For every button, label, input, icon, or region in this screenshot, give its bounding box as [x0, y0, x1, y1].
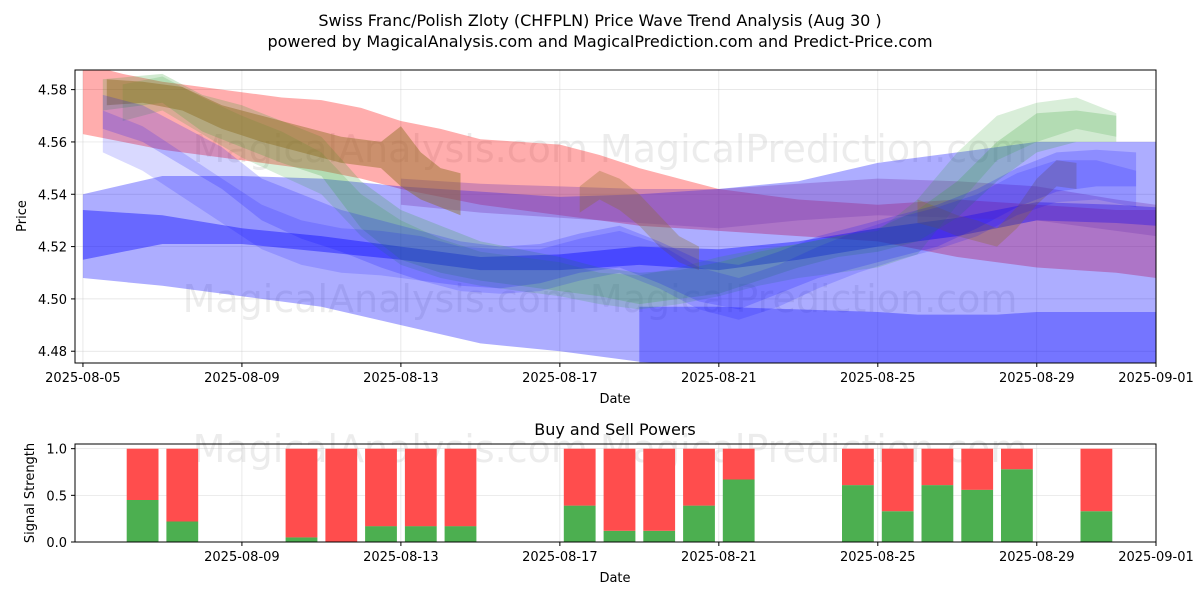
price-x-tick-label: 2025-08-05: [45, 371, 121, 386]
price-y-tick-label: 4.58: [38, 84, 67, 99]
sell-bar: [881, 448, 914, 512]
price-bands: [82, 70, 1156, 363]
signal-x-tick-label: 2025-08-25: [840, 550, 916, 565]
buy-bar: [404, 526, 437, 542]
buy-bar: [365, 526, 397, 542]
signal-y-label: Signal Strength: [23, 443, 38, 543]
buy-bar: [563, 505, 596, 542]
buy-bar: [722, 479, 755, 542]
price-y-tick-label: 4.54: [38, 188, 67, 203]
signal-chart: Buy and Sell Powers MagicalAnalysis.com …: [23, 420, 1194, 586]
watermark-top: MagicalAnalysis.com MagicalPrediction.co…: [193, 127, 1028, 171]
price-watermarks: MagicalAnalysis.com MagicalPrediction.co…: [183, 127, 1028, 321]
price-x-tick-label: 2025-08-25: [840, 371, 916, 386]
buy-bar: [842, 485, 874, 542]
buy-bar: [921, 485, 954, 542]
red-band: [82, 70, 1156, 278]
sell-bar: [285, 448, 318, 538]
signal-x-tick-label: 2025-08-13: [363, 550, 439, 565]
sell-bar: [1001, 448, 1033, 470]
price-x-ticks: 2025-08-05 2025-08-09 2025-08-13 2025-08-17…: [45, 363, 1194, 386]
blue-wave-2: [102, 110, 1137, 320]
signal-x-tick-label: 2025-08-29: [999, 550, 1075, 565]
buy-bar: [683, 505, 715, 542]
signal-y-tick-label: 0.0: [46, 536, 67, 551]
signal-y-tick-label: 0.5: [46, 489, 67, 504]
brown-wave-3: [917, 160, 1077, 247]
price-x-tick-label: 2025-08-29: [999, 371, 1075, 386]
purple-band: [400, 178, 1156, 237]
sell-bar: [1080, 448, 1113, 512]
buy-bar: [643, 530, 676, 542]
price-x-label: Date: [599, 392, 630, 407]
sell-bar: [722, 448, 755, 480]
price-y-tick-label: 4.50: [38, 293, 67, 308]
buy-bar: [444, 526, 477, 542]
price-chart: MagicalAnalysis.com MagicalPrediction.co…: [15, 69, 1194, 407]
signal-x-tick-label: 2025-08-21: [681, 550, 757, 565]
buy-bar: [285, 537, 318, 542]
sell-bar: [842, 448, 874, 486]
signal-y-tick-label: 1.0: [46, 443, 67, 458]
price-x-tick-label: 2025-08-13: [363, 371, 439, 386]
price-x-tick-label: 2025-08-09: [204, 371, 280, 386]
price-y-tick-label: 4.48: [38, 345, 67, 360]
price-y-label: Price: [15, 200, 30, 232]
brown-wave-2: [579, 170, 699, 271]
price-plot-frame: [74, 69, 1157, 364]
sell-bar: [365, 448, 397, 527]
signal-x-tick-label: 2025-08-09: [204, 550, 280, 565]
sell-bar: [126, 448, 159, 500]
price-x-tick-label: 2025-08-17: [522, 371, 598, 386]
signal-y-ticks: 0.0 0.5 1.0: [46, 443, 75, 551]
buy-bar: [881, 511, 914, 542]
price-x-tick-label: 2025-08-21: [681, 371, 757, 386]
chart-subtitle: powered by MagicalAnalysis.com and Magic…: [267, 32, 932, 51]
green-wave-1: [102, 73, 1117, 305]
price-plot-area: [75, 70, 1156, 363]
price-y-tick-label: 4.52: [38, 241, 67, 256]
price-y-tick-label: 4.56: [38, 136, 67, 151]
green-wave-2: [122, 76, 1117, 310]
buy-bar: [166, 521, 199, 542]
chart-title: Swiss Franc/Polish Zloty (CHFPLN) Price …: [318, 11, 881, 30]
sell-bar: [961, 448, 994, 490]
sell-bar: [444, 448, 477, 527]
blue-mid-band: [82, 202, 1156, 271]
signal-x-label: Date: [599, 571, 630, 586]
signal-x-tick-label: 2025-09-01: [1118, 550, 1194, 565]
sell-bar: [404, 448, 437, 527]
blue-bottom-band: [639, 306, 1156, 363]
sell-bar: [325, 448, 358, 542]
sell-bar: [683, 448, 715, 506]
blue-wide-band: [82, 141, 1156, 363]
buy-bar: [1001, 469, 1033, 542]
buy-bar: [126, 500, 159, 542]
blue-wave-1: [102, 94, 1137, 310]
buy-bar: [961, 489, 994, 542]
sell-bar: [921, 448, 954, 486]
buy-bar: [1080, 511, 1113, 542]
sell-bar: [603, 448, 636, 531]
signal-bars: [126, 448, 1113, 542]
sell-bar: [563, 448, 596, 506]
price-x-tick-label: 2025-09-01: [1118, 371, 1194, 386]
watermark-bottom: MagicalAnalysis.com MagicalPrediction.co…: [183, 277, 1018, 321]
brown-wave: [106, 79, 461, 216]
sell-bar: [643, 448, 676, 531]
signal-title: Buy and Sell Powers: [534, 420, 696, 439]
signal-plot-frame: [74, 443, 1157, 543]
signal-x-tick-label: 2025-08-17: [522, 550, 598, 565]
sell-bar: [166, 448, 199, 522]
price-y-ticks: 4.48 4.50 4.52 4.54 4.56 4.58: [38, 84, 75, 360]
signal-x-ticks: 2025-08-09 2025-08-13 2025-08-17 2025-08-21…: [204, 542, 1194, 565]
buy-bar: [603, 530, 636, 542]
